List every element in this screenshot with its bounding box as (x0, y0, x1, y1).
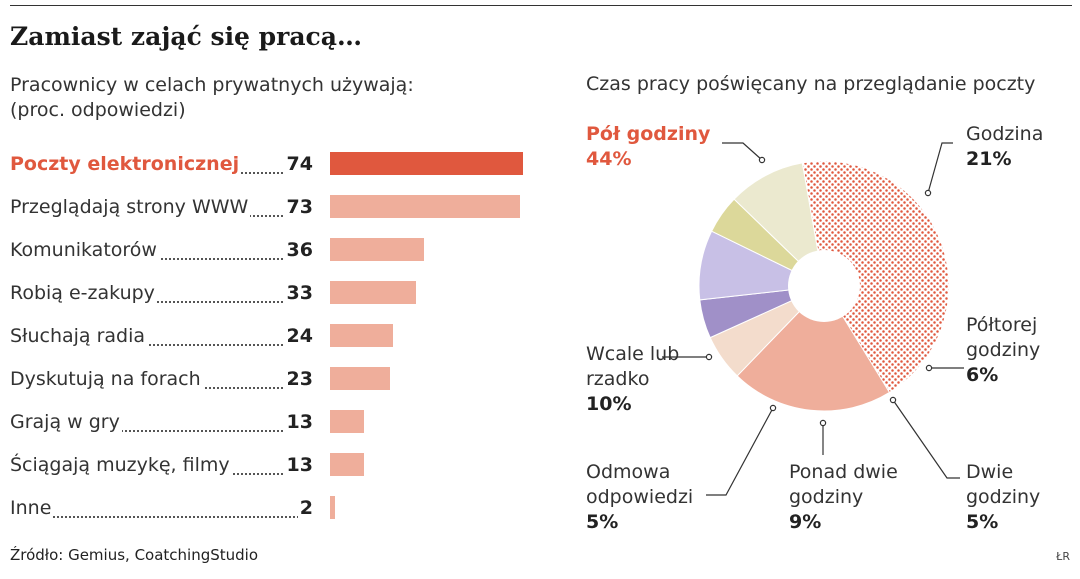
leader-dot (924, 189, 932, 197)
bar-row: Robią e-zakupy 33 (10, 279, 523, 309)
bar-chart-subtitle: Pracownicy w celach prywatnych używają: … (10, 73, 414, 123)
donut-chart-subtitle: Czas pracy poświęcany na przeglądanie po… (586, 73, 1036, 95)
bar-value-label: 33 (284, 282, 313, 304)
bar-subtitle-line2: (proc. odpowiedzi) (10, 99, 186, 121)
leader-line (722, 142, 763, 161)
bar-value-label: 73 (284, 196, 313, 218)
slice-value: 44% (586, 148, 632, 170)
bar-value-label: 13 (284, 411, 313, 433)
bar-value-label: 23 (284, 368, 313, 390)
leader-dots (10, 430, 310, 432)
slice-label-ponad-dwie-godziny: Ponad dwie godziny 9% (789, 460, 914, 535)
bar-row: Przeglądają strony WWW 73 (10, 193, 523, 223)
bar (330, 152, 523, 175)
bar (330, 324, 393, 347)
slice-value: 21% (966, 148, 1012, 170)
top-rule (10, 5, 1072, 6)
leader-dots (10, 344, 310, 346)
leader-line (706, 407, 774, 496)
bar-row: Poczty elektronicznej 74 (10, 150, 523, 180)
leader-dot (925, 364, 933, 372)
leader-dot (705, 353, 713, 361)
donut-slice (733, 162, 825, 288)
bar-row: Inne 2 (10, 494, 523, 524)
bar-label: Dyskutują na forach (10, 368, 203, 390)
bar-value-label: 2 (297, 497, 313, 519)
bar-value-label: 74 (284, 153, 313, 175)
bar-value-label: 13 (284, 454, 313, 476)
leader-dot (819, 419, 827, 427)
slice-value: 5% (966, 511, 999, 533)
donut-slice (736, 285, 891, 412)
bar-row: Ściągają muzykę, filmy 13 (10, 451, 523, 481)
slice-name: Odmowa odpowiedzi (586, 461, 694, 508)
slice-name: Godzina (966, 123, 1044, 145)
author-credit: ŁR (1056, 550, 1070, 563)
bar-label: Grają w gry (10, 411, 122, 433)
bar-label: Słuchają radia (10, 325, 148, 347)
bar-label: Ściągają muzykę, filmy (10, 454, 232, 476)
slice-name: Ponad dwie godziny (789, 461, 898, 508)
leader-dot (758, 156, 766, 164)
slice-name: Półtorej godziny (966, 314, 1041, 361)
slice-label-poltorej-godziny: Półtorej godziny 6% (966, 313, 1046, 388)
slice-label-dwie-godziny: Dwie godziny 5% (966, 460, 1046, 535)
slice-value: 10% (586, 393, 632, 415)
bar-row: Grają w gry 13 (10, 408, 523, 438)
bar-subtitle-line1: Pracownicy w celach prywatnych używają: (10, 74, 414, 96)
slice-value: 6% (966, 364, 999, 386)
donut-hole (788, 250, 860, 322)
bar-label: Komunikatorów (10, 239, 159, 261)
slice-value: 9% (789, 511, 822, 533)
slice-value: 5% (586, 511, 619, 533)
bar-row: Dyskutują na forach 23 (10, 365, 523, 395)
slice-label-odmowa-odpowiedzi: Odmowa odpowiedzi 5% (586, 460, 701, 535)
bar-label: Robią e-zakupy (10, 282, 157, 304)
bar (330, 367, 390, 390)
chart-title: Zamiast zająć się pracą… (10, 22, 362, 51)
bar (330, 453, 364, 476)
bar (330, 195, 521, 218)
bar-label: Przeglądają strony WWW (10, 196, 251, 218)
bar-row: Słuchają radia 24 (10, 322, 523, 352)
leader-dot (769, 404, 777, 412)
donut-slice (801, 160, 950, 394)
slice-name: Dwie godziny (966, 461, 1041, 508)
leader-dots (10, 258, 310, 260)
slice-name: Pół godziny (586, 123, 711, 145)
slice-label-pol-godziny: Pół godziny 44% (586, 122, 710, 172)
bar-label: Inne (10, 497, 54, 519)
bar (330, 281, 417, 304)
bar (330, 238, 424, 261)
bar-row: Komunikatorów 36 (10, 236, 523, 266)
slice-name: Wcale lub rzadko (586, 343, 680, 390)
slice-label-wcale-lub-rzadko: Wcale lub rzadko 10% (586, 342, 691, 417)
leader-line (927, 142, 953, 194)
leader-dot (889, 396, 897, 404)
leader-line (892, 399, 960, 479)
leader-dots (10, 516, 310, 518)
bar-label: Poczty elektronicznej (10, 153, 242, 175)
slice-label-godzina: Godzina 21% (966, 122, 1043, 172)
bar (330, 410, 364, 433)
leader-dots (10, 301, 310, 303)
bar (330, 496, 336, 519)
bar-value-label: 24 (284, 325, 313, 347)
source-note: Źródło: Gemius, CoatchingStudio (10, 546, 259, 564)
bar-value-label: 36 (284, 239, 313, 261)
